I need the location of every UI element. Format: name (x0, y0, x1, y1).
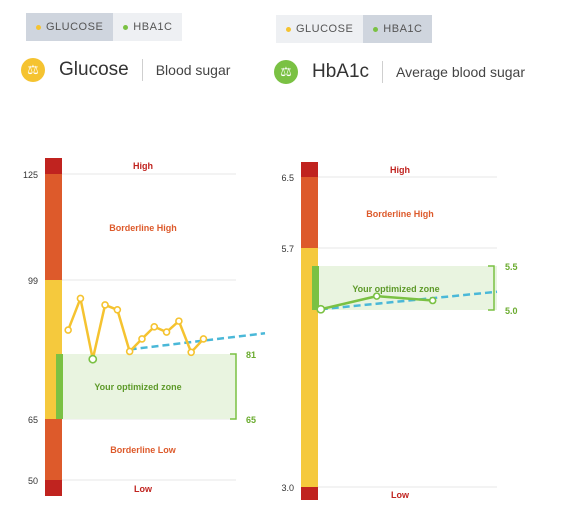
divider (141, 59, 143, 81)
hba1c-chart: 6.5 5.7 3.0 High Borderline High Your op… (281, 162, 518, 500)
data-point (88, 354, 98, 364)
band-borderline-high (301, 177, 318, 248)
grid-lines (45, 173, 236, 481)
tab-label: HBA1C (383, 23, 423, 35)
glucose-chart: 125 99 65 50 High Borderline High Your o… (23, 158, 266, 496)
band-low (301, 487, 318, 500)
data-point (428, 296, 437, 305)
scale-icon: ⚖ (274, 60, 298, 84)
left-tab-bar: GLUCOSE HBA1C (26, 13, 183, 41)
zone-bracket (230, 353, 237, 420)
series-line (66, 297, 205, 361)
page-subtitle: Blood sugar (155, 62, 231, 78)
ytick-label: 6.5 (281, 173, 294, 183)
divider (382, 61, 384, 83)
trend-line (320, 290, 498, 311)
data-point (372, 292, 381, 300)
dot-icon (123, 24, 129, 30)
band-borderline-high (45, 174, 62, 280)
grid-lines (301, 176, 497, 488)
trend-line (129, 332, 266, 351)
ytick-label: 125 (23, 170, 38, 180)
tab-label: GLUCOSE (46, 21, 104, 33)
ytick-label: 5.7 (281, 244, 294, 254)
data-point (187, 348, 195, 357)
data-point (138, 335, 146, 343)
ytick-label: 3.0 (281, 483, 294, 493)
tab-label: HBA1C (133, 21, 173, 33)
data-point (175, 317, 183, 325)
right-tab-bar: GLUCOSE HBA1C (276, 15, 433, 43)
dot-icon (36, 24, 41, 30)
band-label-borderline-high: Borderline High (109, 223, 177, 233)
left-tab-glucose[interactable]: GLUCOSE (26, 13, 114, 41)
scale-icon: ⚖ (21, 58, 45, 82)
zone-upper-label: 5.5 (505, 262, 518, 272)
zone-lower-label: 65 (246, 415, 256, 425)
tab-label: GLUCOSE (296, 23, 354, 35)
band-label-low: Low (391, 490, 410, 500)
band-label-low: Low (134, 484, 153, 494)
data-point (113, 305, 122, 314)
band-borderline-low (45, 419, 62, 480)
optimized-zone-marker (56, 354, 63, 419)
right-tab-glucose[interactable]: GLUCOSE (276, 15, 364, 43)
band-high (45, 158, 62, 174)
right-tab-hba1c[interactable]: HBA1C (363, 15, 433, 43)
data-point (76, 294, 85, 303)
right-header: ⚖ HbA1c Average blood sugar (274, 60, 525, 84)
zone-lower-label: 5.0 (505, 306, 518, 316)
page-title: HbA1c (312, 61, 370, 82)
dot-icon (373, 26, 379, 32)
data-point (101, 301, 109, 309)
data-point (64, 326, 72, 334)
zone-upper-label: 81 (246, 350, 256, 360)
band-label-high: High (390, 165, 410, 175)
ytick-label: 99 (28, 276, 38, 286)
data-point (199, 335, 208, 343)
band-label-borderline-high: Borderline High (366, 209, 434, 219)
page-title: Glucose (59, 59, 129, 80)
ytick-label: 50 (28, 476, 38, 486)
left-tab-hba1c[interactable]: HBA1C (113, 13, 183, 41)
plot-layer (64, 294, 266, 364)
page-subtitle: Average blood sugar (396, 64, 525, 80)
plot-layer (316, 290, 498, 314)
zone-bracket (488, 265, 495, 311)
band-label-high: High (133, 161, 153, 171)
data-point (125, 347, 134, 356)
data-point (162, 328, 171, 336)
optimized-zone (62, 354, 236, 419)
band-high (301, 162, 318, 177)
data-point (150, 322, 159, 331)
ytick-label: 65 (28, 415, 38, 425)
left-header: ⚖ Glucose Blood sugar (21, 58, 230, 82)
band-low (45, 480, 62, 496)
band-label-optimized: Your optimized zone (94, 382, 181, 392)
optimized-zone-marker (312, 266, 319, 310)
data-point (316, 304, 326, 314)
band-label-optimized: Your optimized zone (352, 284, 439, 294)
band-label-borderline-low: Borderline Low (110, 445, 177, 455)
dot-icon (286, 26, 291, 32)
